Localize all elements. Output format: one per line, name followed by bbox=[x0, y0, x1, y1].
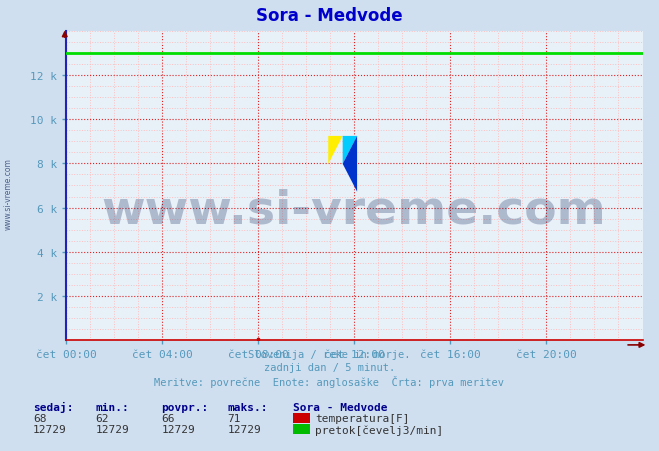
Text: Sora - Medvode: Sora - Medvode bbox=[256, 7, 403, 25]
Text: 12729: 12729 bbox=[161, 424, 195, 434]
Text: temperatura[F]: temperatura[F] bbox=[315, 414, 409, 423]
Text: min.:: min.: bbox=[96, 402, 129, 412]
Text: 66: 66 bbox=[161, 414, 175, 423]
Polygon shape bbox=[343, 137, 357, 165]
Text: Meritve: povrečne  Enote: anglosaške  Črta: prva meritev: Meritve: povrečne Enote: anglosaške Črta… bbox=[154, 375, 505, 387]
Text: zadnji dan / 5 minut.: zadnji dan / 5 minut. bbox=[264, 363, 395, 373]
Polygon shape bbox=[343, 137, 357, 192]
Text: 68: 68 bbox=[33, 414, 46, 423]
Text: pretok[čevelj3/min]: pretok[čevelj3/min] bbox=[315, 424, 444, 435]
Polygon shape bbox=[328, 137, 343, 165]
Text: 12729: 12729 bbox=[33, 424, 67, 434]
Text: Sora - Medvode: Sora - Medvode bbox=[293, 402, 387, 412]
Text: Slovenija / reke in morje.: Slovenija / reke in morje. bbox=[248, 349, 411, 359]
Text: 71: 71 bbox=[227, 414, 241, 423]
Text: povpr.:: povpr.: bbox=[161, 402, 209, 412]
Text: 12729: 12729 bbox=[96, 424, 129, 434]
Text: www.si-vreme.com: www.si-vreme.com bbox=[102, 189, 606, 233]
Text: maks.:: maks.: bbox=[227, 402, 268, 412]
Text: 62: 62 bbox=[96, 414, 109, 423]
Text: www.si-vreme.com: www.si-vreme.com bbox=[3, 158, 13, 230]
Text: sedaj:: sedaj: bbox=[33, 401, 73, 412]
Text: 12729: 12729 bbox=[227, 424, 261, 434]
